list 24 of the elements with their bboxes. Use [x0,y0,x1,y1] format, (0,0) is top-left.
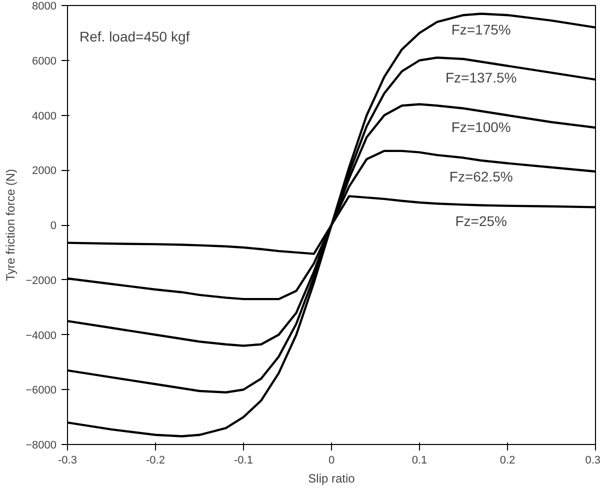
series-label: Fz=100% [451,119,511,136]
x-tick-label: -0.1 [234,454,253,466]
series-label: Fz=175% [451,22,511,38]
y-tick-label: 2000 [32,165,57,178]
x-tick-label: -0.2 [146,454,165,466]
y-tick-label: 8000 [32,0,57,12]
y-tick-label: −8000 [26,440,57,452]
x-tick-label: 0.2 [500,454,516,466]
y-tick-label: −2000 [26,274,57,287]
x-tick-label: 0.3 [585,454,601,466]
series-label: Fz=137.5% [445,70,517,86]
annotation: Ref. load=450 kgf [80,28,190,44]
x-tick-label: -0.3 [58,454,77,466]
y-tick-label: 4000 [32,110,57,122]
y-axis-title: Tyre friction force (N) [4,168,18,282]
y-tick-label: −4000 [26,330,57,342]
x-tick-label: 0 [328,454,335,466]
y-tick-label: −6000 [26,384,57,397]
series-label: Fz=62.5% [449,168,513,185]
y-tick-label: 0 [50,220,57,232]
y-tick-label: 6000 [32,55,57,68]
series-label: Fz=25% [455,213,507,230]
x-axis-title: Slip ratio [308,472,356,486]
x-tick-label: 0.1 [412,454,428,466]
